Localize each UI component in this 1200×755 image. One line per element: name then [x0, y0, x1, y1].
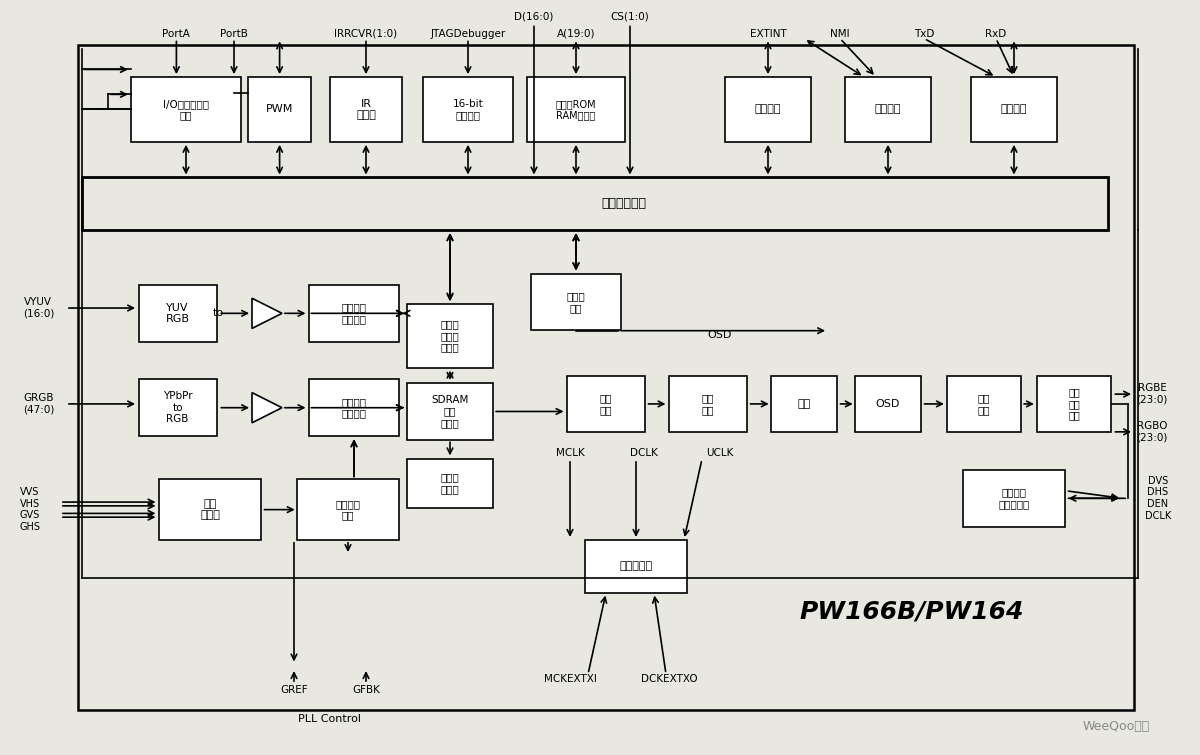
Text: VVS
VHS
GVS
GHS: VVS VHS GVS GHS — [19, 487, 41, 532]
FancyBboxPatch shape — [296, 479, 398, 540]
Text: DCLK: DCLK — [630, 448, 659, 458]
Text: 同步
解码器: 同步 解码器 — [200, 499, 220, 520]
Text: JTAGDebugger: JTAGDebugger — [431, 29, 505, 39]
Text: 自动映像
控制: 自动映像 控制 — [336, 499, 360, 520]
Text: to: to — [212, 308, 224, 319]
Text: WeeQoo维库: WeeQoo维库 — [1082, 720, 1150, 733]
Text: IR
解码器: IR 解码器 — [356, 99, 376, 120]
FancyBboxPatch shape — [1037, 375, 1111, 432]
FancyBboxPatch shape — [845, 78, 931, 142]
Text: I/O输入、输出
端口: I/O输入、输出 端口 — [163, 99, 209, 120]
FancyBboxPatch shape — [854, 375, 922, 432]
Text: 彩色
模块: 彩色 模块 — [702, 393, 714, 414]
Text: A(19:0): A(19:0) — [557, 29, 595, 39]
FancyBboxPatch shape — [407, 458, 493, 507]
Text: 收发报机: 收发报机 — [1001, 104, 1027, 115]
FancyBboxPatch shape — [568, 375, 646, 432]
Text: 图形模块
像素处理: 图形模块 像素处理 — [342, 397, 366, 418]
Text: GREF: GREF — [280, 685, 308, 695]
FancyBboxPatch shape — [530, 274, 622, 331]
FancyBboxPatch shape — [725, 78, 811, 142]
Text: 彩色
扩展
空间: 彩色 扩展 空间 — [1068, 387, 1080, 421]
FancyBboxPatch shape — [139, 285, 216, 341]
Text: D(16:0): D(16:0) — [515, 11, 553, 22]
FancyBboxPatch shape — [947, 375, 1021, 432]
Text: PortB: PortB — [220, 29, 248, 39]
FancyBboxPatch shape — [586, 540, 686, 593]
FancyBboxPatch shape — [407, 304, 493, 368]
FancyBboxPatch shape — [424, 78, 514, 142]
Text: PLL Control: PLL Control — [299, 713, 361, 724]
Text: DVS
DHS
DEN
DCLK: DVS DHS DEN DCLK — [1145, 476, 1171, 521]
Text: MCKEXTXI: MCKEXTXI — [544, 674, 596, 685]
FancyBboxPatch shape — [670, 375, 748, 432]
FancyBboxPatch shape — [407, 383, 493, 439]
Text: YUV
RGB: YUV RGB — [166, 303, 190, 324]
Text: RGBE
(23:0): RGBE (23:0) — [1136, 384, 1168, 405]
Text: PW166B/PW164: PW166B/PW164 — [800, 599, 1024, 624]
Text: SDRAM
框架
缓冲器: SDRAM 框架 缓冲器 — [431, 395, 469, 428]
Text: 视频模块
像素处理: 视频模块 像素处理 — [342, 303, 366, 324]
FancyBboxPatch shape — [330, 78, 402, 142]
Text: VYUV
(16:0): VYUV (16:0) — [23, 297, 54, 319]
Text: 获取: 获取 — [797, 399, 811, 409]
Text: 存储器
控制器: 存储器 控制器 — [440, 473, 460, 494]
Text: EXTINT: EXTINT — [750, 29, 786, 39]
FancyBboxPatch shape — [527, 78, 625, 142]
Text: RxD: RxD — [985, 29, 1007, 39]
Text: PWM: PWM — [266, 104, 293, 115]
Text: NMI: NMI — [830, 29, 850, 39]
Polygon shape — [252, 393, 282, 423]
Text: 处理器ROM
RAM分界面: 处理器ROM RAM分界面 — [556, 99, 596, 120]
Polygon shape — [252, 298, 282, 328]
Text: 彩色
识别: 彩色 识别 — [978, 393, 990, 414]
Text: 显示控制
时间发生器: 显示控制 时间发生器 — [998, 488, 1030, 509]
Text: RGBO
(23:0): RGBO (23:0) — [1136, 421, 1168, 442]
Text: 映像
模块: 映像 模块 — [600, 393, 612, 414]
Text: 时钟发生器: 时钟发生器 — [619, 561, 653, 572]
FancyBboxPatch shape — [248, 78, 311, 142]
FancyBboxPatch shape — [158, 479, 260, 540]
FancyBboxPatch shape — [971, 78, 1057, 142]
Text: IRRCVR(1:0): IRRCVR(1:0) — [335, 29, 397, 39]
Text: 微处理器总线: 微处理器总线 — [601, 197, 647, 211]
Text: YPbPr
to
RGB: YPbPr to RGB — [163, 391, 192, 424]
Text: 断开控制: 断开控制 — [875, 104, 901, 115]
Text: PortA: PortA — [162, 29, 191, 39]
Text: GFBK: GFBK — [352, 685, 380, 695]
Text: OSD: OSD — [876, 399, 900, 409]
FancyBboxPatch shape — [310, 285, 398, 341]
Text: OSD: OSD — [708, 330, 732, 341]
Text: 16-bit
微处理器: 16-bit 微处理器 — [452, 99, 484, 120]
FancyBboxPatch shape — [131, 78, 241, 142]
Text: CS(1:0): CS(1:0) — [611, 11, 649, 22]
FancyBboxPatch shape — [139, 379, 216, 436]
FancyBboxPatch shape — [964, 470, 1066, 527]
Text: 荧光屏
显示: 荧光屏 显示 — [566, 291, 586, 313]
Text: 时间控制: 时间控制 — [755, 104, 781, 115]
Text: UCLK: UCLK — [707, 448, 733, 458]
Text: 处理器
存储器
分界面: 处理器 存储器 分界面 — [440, 319, 460, 353]
Text: GRGB
(47:0): GRGB (47:0) — [23, 393, 54, 414]
Text: DCKEXTXO: DCKEXTXO — [641, 674, 698, 685]
Text: MCLK: MCLK — [556, 448, 584, 458]
Text: TxD: TxD — [914, 29, 934, 39]
FancyBboxPatch shape — [310, 379, 398, 436]
FancyBboxPatch shape — [772, 375, 838, 432]
